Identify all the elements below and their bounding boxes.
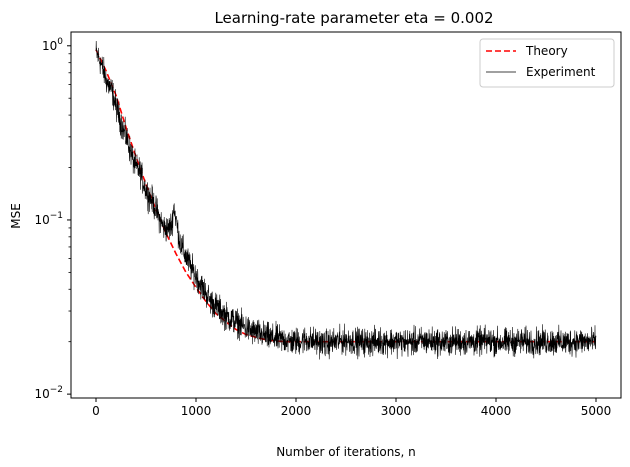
y-tick-exponent: −1 bbox=[50, 211, 63, 221]
legend-label-theory: Theory bbox=[525, 44, 568, 58]
y-tick-exponent: 0 bbox=[57, 37, 63, 47]
plot-area bbox=[70, 31, 622, 399]
axes-frame bbox=[70, 31, 622, 399]
y-tick-exponent: −2 bbox=[50, 385, 63, 395]
x-tick-label: 5000 bbox=[581, 404, 612, 418]
legend-label-experiment: Experiment bbox=[526, 65, 596, 79]
legend: Theory Experiment bbox=[479, 38, 615, 88]
series-layer bbox=[95, 40, 597, 360]
chart-title: Learning-rate parameter eta = 0.002 bbox=[214, 9, 493, 27]
x-tick-label: 2000 bbox=[281, 404, 312, 418]
x-tick-label: 1000 bbox=[181, 404, 212, 418]
x-tick-label: 3000 bbox=[381, 404, 412, 418]
x-tick-label: 0 bbox=[92, 404, 100, 418]
x-axis: 0 1000 2000 3000 4000 5000 bbox=[92, 398, 611, 418]
x-tick-label: 4000 bbox=[481, 404, 512, 418]
series-experiment-line bbox=[95, 40, 597, 360]
x-axis-label: Number of iterations, n bbox=[276, 445, 416, 459]
y-axis-label: MSE bbox=[9, 203, 23, 229]
